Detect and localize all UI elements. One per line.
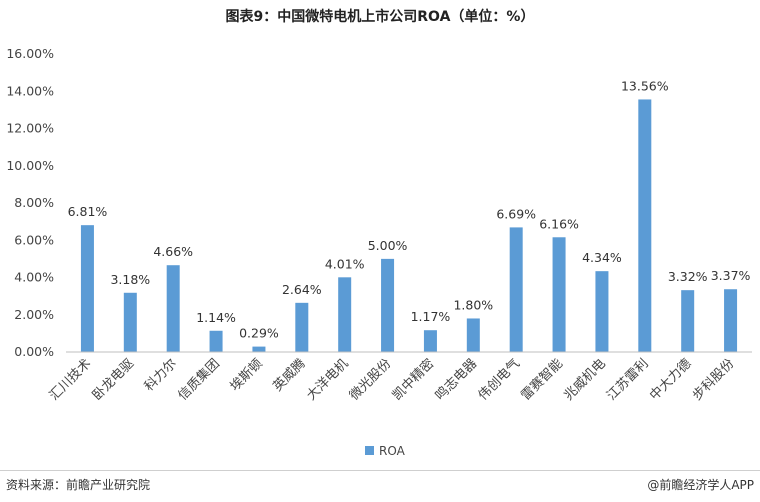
bar (381, 258, 395, 352)
category-label: 中大力德 (647, 356, 694, 403)
data-label: 6.16% (539, 216, 579, 231)
category-label: 信质集团 (175, 356, 223, 404)
category-label: 英威腾 (270, 356, 309, 395)
category-label: 卧龙电驱 (90, 356, 137, 403)
bar (724, 289, 738, 352)
bar (80, 225, 94, 352)
bar (638, 99, 652, 352)
category-label: 江苏雷利 (604, 356, 652, 404)
bar (509, 227, 523, 352)
data-label: 4.66% (153, 244, 193, 259)
bar (466, 318, 480, 352)
y-tick-label: 14.00% (6, 83, 54, 98)
data-label: 0.29% (239, 326, 279, 341)
y-tick-label: 10.00% (6, 158, 54, 173)
bar (123, 292, 137, 352)
category-label: 雷赛智能 (518, 356, 566, 404)
legend-swatch (365, 446, 374, 455)
data-label: 4.01% (325, 256, 365, 271)
y-tick-label: 4.00% (14, 270, 54, 285)
category-label: 埃斯顿 (228, 356, 266, 394)
footer-divider (0, 470, 760, 471)
y-tick-label: 6.00% (14, 232, 54, 247)
brand-text: @前瞻经济学人APP (647, 478, 754, 492)
category-label: 步科股份 (690, 356, 737, 403)
bars: 6.81% 3.18%4.66% 1.14%0.29% 2.64%4.01%5.00%… (68, 78, 751, 352)
bar (423, 330, 437, 352)
bar (295, 302, 309, 352)
data-label: 1.80% (453, 297, 493, 312)
data-label: 13.56% (621, 78, 669, 93)
y-tick-label: 8.00% (14, 195, 54, 210)
category-label: 凯中精密 (389, 356, 437, 404)
data-label: 1.14% (196, 310, 236, 325)
bar (552, 237, 566, 352)
bar (681, 290, 695, 352)
bar (252, 346, 266, 352)
data-label: 6.69% (496, 206, 536, 221)
data-label: 3.37% (711, 268, 751, 283)
chart-title: 图表9：中国微特电机上市公司ROA（单位：%） (225, 9, 535, 25)
y-tick-label: 0.00% (14, 344, 54, 359)
data-label: 3.18% (110, 272, 150, 287)
bar (166, 265, 180, 352)
category-label: 伟创电气 (475, 356, 523, 404)
bar (209, 330, 223, 352)
category-label: 兆威机电 (561, 356, 608, 403)
bar (338, 277, 352, 352)
data-label: 4.34% (582, 250, 622, 265)
bar-chart: 0.00% 2.00% 4.00% 6.00% 8.00% 10.00% 12.00% 14.… (6, 46, 752, 458)
y-axis: 0.00% 2.00% 4.00% 6.00% 8.00% 10.00% 12.00% 14.… (6, 46, 54, 359)
source-text: 资料来源：前瞻产业研究院 (6, 478, 151, 492)
y-tick-label: 12.00% (6, 121, 54, 136)
category-label: 汇川技术 (47, 356, 94, 403)
category-label: 微光股份 (347, 356, 394, 403)
category-label: 鸣志电器 (432, 356, 480, 404)
data-label: 3.32% (668, 269, 708, 284)
data-label: 1.17% (411, 309, 451, 324)
category-label: 科力尔 (142, 356, 180, 394)
legend-label: ROA (379, 444, 406, 458)
bar (595, 271, 609, 352)
y-tick-label: 16.00% (6, 46, 54, 61)
category-label: 大洋电机 (304, 356, 351, 403)
data-label: 5.00% (368, 238, 408, 253)
data-label: 6.81% (68, 204, 108, 219)
y-tick-label: 2.00% (14, 307, 54, 322)
legend: ROA (365, 444, 406, 458)
data-label: 2.64% (282, 282, 322, 297)
